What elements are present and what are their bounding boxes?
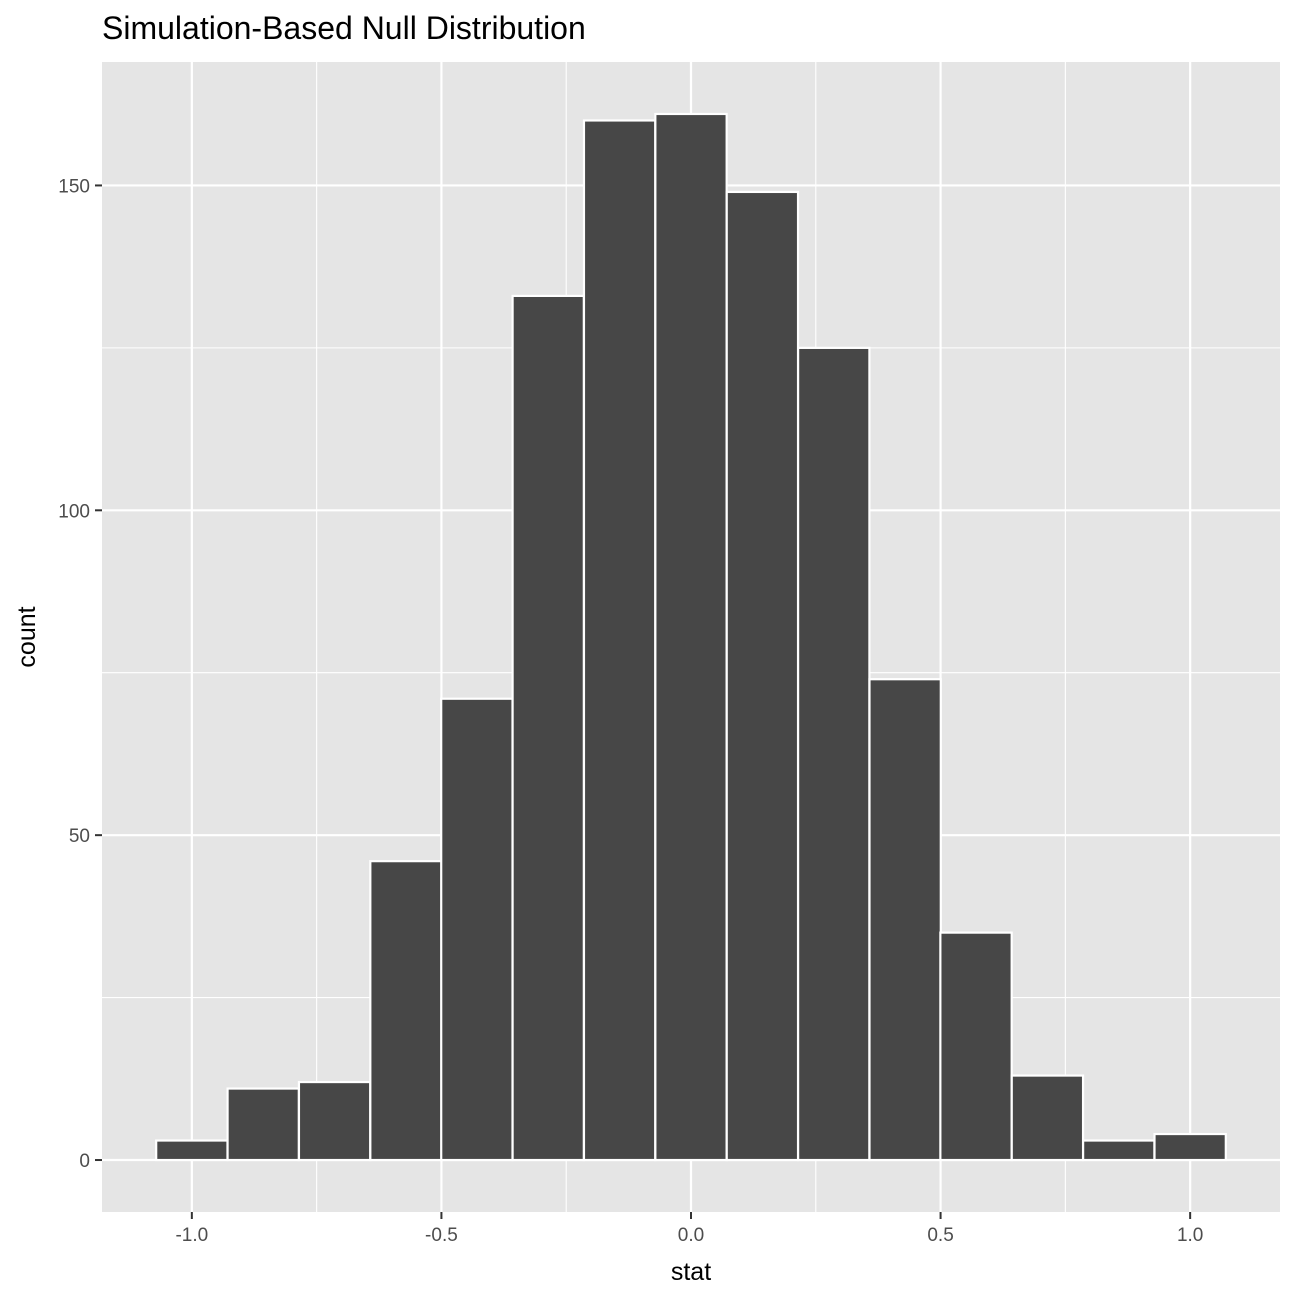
y-axis-ticks: 0 50 100 150 (58, 176, 102, 1172)
histogram-bar (297, 1080, 372, 1162)
histogram-bars (155, 112, 1227, 1162)
histogram-bar (725, 190, 800, 1162)
histogram-bar (868, 678, 942, 1162)
histogram-bar (582, 119, 657, 1162)
histogram-bar (1153, 1132, 1227, 1162)
x-tick-label: 0.0 (678, 1225, 704, 1246)
histogram-bar (511, 294, 585, 1162)
y-tick-label: 0 (79, 1151, 90, 1172)
histogram-bar (369, 860, 443, 1162)
x-tick-label: -0.5 (425, 1225, 458, 1246)
x-tick-label: 0.5 (927, 1225, 953, 1246)
x-axis-ticks: -1.0 -0.5 0.0 0.5 1.0 (175, 1212, 1203, 1246)
y-tick-label: 150 (58, 176, 90, 197)
histogram-bar (155, 1139, 229, 1162)
x-tick-label: -1.0 (175, 1225, 208, 1246)
histogram-bar (226, 1087, 300, 1162)
y-tick-label: 50 (69, 826, 90, 847)
x-tick-label: 1.0 (1177, 1225, 1203, 1246)
histogram-bar (797, 346, 871, 1162)
histogram-bar (1010, 1074, 1085, 1162)
y-axis-title: count (13, 606, 41, 667)
histogram-bar (440, 697, 514, 1162)
histogram-bar (654, 112, 728, 1162)
x-axis-title: stat (671, 1258, 711, 1286)
histogram-bar (1082, 1139, 1156, 1162)
y-tick-label: 100 (58, 501, 90, 522)
chart-title: Simulation-Based Null Distribution (102, 10, 586, 46)
histogram-bar (939, 931, 1013, 1162)
